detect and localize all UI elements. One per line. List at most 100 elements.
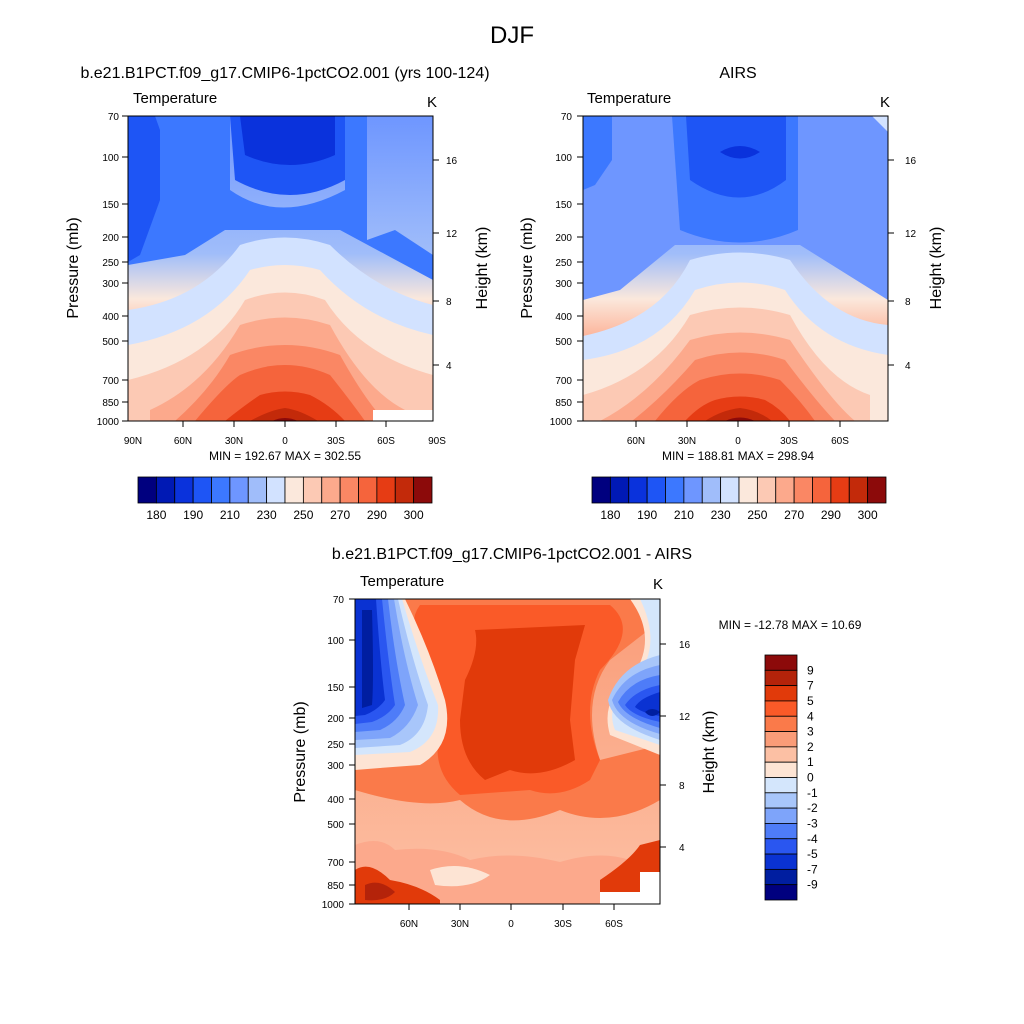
colorbar-swatch — [665, 476, 685, 504]
x-tick-label: 30N — [225, 436, 243, 447]
colorbar-swatch — [830, 476, 850, 504]
x-tick-label: 30N — [678, 436, 696, 447]
colorbar-swatch — [764, 884, 798, 901]
x-axis-ticks: 90N 60N 30N 0 30S 60S 90S — [124, 436, 446, 447]
colorbar-swatch — [764, 715, 798, 732]
figure-title: DJF — [490, 22, 534, 49]
colorbar: 9 754 321 0-1-2-3 -4-5-7 -9 — [764, 654, 818, 901]
colorbar-swatch — [764, 746, 798, 763]
panel-left-label: Temperature — [587, 90, 671, 107]
y-tick-label: 500 — [555, 337, 572, 348]
colorbar-swatch — [683, 476, 703, 504]
colorbar-swatch — [764, 731, 798, 748]
colorbar-label: 270 — [330, 508, 350, 522]
colorbar-label: 250 — [293, 508, 313, 522]
colorbar-swatch — [764, 777, 798, 794]
y-tick-label: 150 — [327, 683, 344, 694]
x-tick-label: 0 — [735, 436, 741, 447]
y-axis-ticks: 70 100 150 200 250 300 400 500 700 850 1… — [550, 112, 573, 428]
panel-model: b.e21.B1PCT.f09_g17.CMIP6-1pctCO2.001 (y… — [65, 65, 491, 522]
min-max-stats: MIN = 192.67 MAX = 302.55 — [209, 449, 361, 463]
colorbar-label: 210 — [220, 508, 240, 522]
colorbar-label: -5 — [807, 847, 818, 861]
y-tick-label: 250 — [102, 258, 119, 269]
colorbar-label: -3 — [807, 816, 818, 830]
x-tick-label: 60N — [174, 436, 192, 447]
y-tick-label: 300 — [555, 279, 572, 290]
height-tick-label: 8 — [905, 297, 911, 308]
y-tick-label: 200 — [555, 233, 572, 244]
y-tick-label: 100 — [327, 636, 344, 647]
height-axis-label: Height (km) — [474, 227, 491, 310]
panel-title: b.e21.B1PCT.f09_g17.CMIP6-1pctCO2.001 - … — [332, 546, 692, 563]
x-axis-ticks: 60N 30N 0 30S 60S — [400, 919, 623, 930]
colorbar-swatch — [764, 838, 798, 855]
panel-difference: b.e21.B1PCT.f09_g17.CMIP6-1pctCO2.001 - … — [292, 546, 862, 930]
height-tick-label: 16 — [905, 156, 917, 167]
y-axis-ticks: 70 100 150 200 250 300 400 500 700 850 1… — [97, 112, 120, 428]
colorbar-label: 9 — [807, 663, 814, 677]
height-tick-label: 4 — [905, 361, 911, 372]
colorbar-swatch — [394, 476, 415, 504]
y-tick-label: 500 — [327, 820, 344, 831]
colorbar-swatch — [764, 868, 798, 886]
colorbar-label: 290 — [367, 508, 387, 522]
colorbar-swatch — [192, 476, 212, 504]
colorbar-swatch — [284, 476, 304, 504]
height-tick-label: 16 — [679, 640, 691, 651]
x-tick-label: 90S — [428, 436, 446, 447]
colorbar-label: 190 — [637, 508, 657, 522]
y-tick-marks — [349, 598, 355, 905]
y-tick-marks — [577, 115, 583, 422]
colorbar-swatch — [591, 476, 611, 504]
y-tick-label: 850 — [327, 881, 344, 892]
colorbar-label: -2 — [807, 801, 818, 815]
y-tick-label: 700 — [327, 858, 344, 869]
height-tick-label: 12 — [905, 229, 917, 240]
y-tick-label: 200 — [102, 233, 119, 244]
colorbar-label: 290 — [821, 508, 841, 522]
colorbar-swatch — [764, 853, 798, 870]
colorbar-swatch — [358, 476, 378, 504]
x-tick-label: 30S — [327, 436, 345, 447]
height-tick-label: 8 — [446, 297, 452, 308]
height-axis-ticks: 16 12 8 4 — [679, 640, 691, 854]
colorbar-label: -1 — [807, 786, 818, 800]
height-axis-ticks: 16 12 8 4 — [905, 156, 917, 372]
colorbar-swatch — [764, 654, 798, 671]
y-tick-label: 700 — [102, 376, 119, 387]
y-tick-label: 150 — [555, 200, 572, 211]
y-tick-label: 1000 — [322, 900, 345, 911]
colorbar-label: 230 — [257, 508, 277, 522]
colorbar-swatch — [137, 476, 157, 504]
colorbar-swatch — [211, 476, 231, 504]
x-tick-label: 60N — [627, 436, 645, 447]
colorbar-swatch — [321, 476, 341, 504]
colorbar-swatch — [155, 476, 176, 504]
y-axis-label: Pressure (mb) — [292, 701, 309, 802]
colorbar-swatch — [646, 476, 666, 504]
y-tick-label: 100 — [102, 153, 119, 164]
x-tick-label: 60N — [400, 919, 418, 930]
colorbar-swatch — [764, 761, 798, 778]
x-tick-marks — [635, 421, 841, 427]
height-axis-label: Height (km) — [701, 711, 718, 794]
colorbar-swatch — [764, 792, 798, 809]
x-tick-marks — [408, 904, 615, 910]
y-tick-label: 1000 — [550, 417, 573, 428]
y-axis-label: Pressure (mb) — [65, 217, 82, 318]
colorbar-swatch — [764, 685, 798, 702]
height-tick-label: 8 — [679, 781, 685, 792]
colorbar-label: 0 — [807, 771, 814, 785]
y-tick-label: 700 — [555, 376, 572, 387]
height-tick-label: 12 — [679, 712, 691, 723]
y-tick-label: 400 — [327, 795, 344, 806]
height-tick-marks — [660, 643, 666, 848]
height-tick-label: 12 — [446, 229, 458, 240]
x-tick-label: 60S — [831, 436, 849, 447]
y-tick-label: 200 — [327, 714, 344, 725]
y-tick-label: 300 — [102, 279, 119, 290]
colorbar-label: -9 — [807, 878, 818, 892]
height-tick-label: 16 — [446, 156, 458, 167]
